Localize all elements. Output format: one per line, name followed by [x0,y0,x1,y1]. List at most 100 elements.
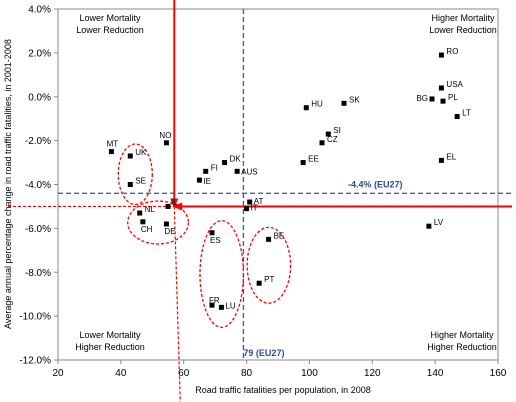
data-point-it [244,206,250,212]
data-point-ch [140,219,146,225]
highlight-ellipse [246,226,292,304]
data-point-label-bg: BG [416,94,428,103]
quadrant-label-bottom-right: Higher Reduction [427,342,497,352]
data-point-mt [108,149,114,155]
quadrant-label-top-right: Lower Reduction [429,25,497,35]
quadrant-label-bottom-left: Lower Mortality [79,330,141,340]
eu27-mean-horizontal-label: -4.4% (EU27) [348,179,403,189]
data-point-se [127,182,133,187]
data-point-fr [209,302,215,308]
target-vertical-extension [173,206,181,402]
data-point-sk [341,100,347,106]
data-point-label-aus: AUS [241,167,257,176]
data-point-si [325,131,331,137]
quadrant-label-top-left: Lower Mortality [79,13,141,23]
x-tick-label: 20 [52,368,64,379]
data-point-es [209,230,215,236]
data-point-label-si: SI [333,126,341,135]
data-point-label-be: BE [274,231,285,240]
x-tick-label: 120 [364,368,381,379]
data-point-ro [438,52,444,58]
data-point-label-lv: LV [434,218,444,227]
data-point-aus [234,168,240,174]
data-point-label-no: NO [159,131,171,140]
target-horizontal-arrow [172,202,183,211]
data-point-label-ro: RO [446,47,458,56]
data-point-usa [438,85,444,91]
reference-lines: -4.4% (EU27) 79 (EU27) [8,0,512,402]
quadrant-label-top-left: Lower Reduction [76,25,144,35]
y-tick-label: 2.0% [28,48,51,59]
data-point-label-sk: SK [349,95,360,104]
data-point-lt [454,113,460,119]
data-point-label-hu: HU [311,100,323,109]
eu27-mean-vertical-label: 79 (EU27) [243,348,284,358]
data-point-dk [222,160,228,166]
data-point-hu [303,105,309,111]
data-point-label-ie: IE [203,177,211,186]
data-point-label-fr: FR [209,296,220,305]
y-tick-label: -8.0% [25,268,51,279]
quadrant-labels: Lower Mortality Lower Reduction Higher Mor… [75,13,497,352]
data-point-label-il: IL [171,197,178,206]
data-point-label-fi: FI [211,163,218,172]
data-point-cz [319,140,325,146]
data-point-pl [440,98,446,104]
data-point-ee [300,160,306,166]
data-point-il [165,203,171,209]
data-point-at [247,199,253,205]
data-point-label-it: IT [251,204,258,213]
data-point-label-el: EL [446,152,456,161]
data-point-label-dk: DK [230,155,242,164]
data-point-label-de: DE [164,227,175,236]
data-point-lv [426,223,432,229]
data-point-label-mt: MT [107,140,119,149]
data-point-label-es: ES [210,236,221,245]
data-point-ie [196,177,202,183]
data-point-label-lu: LU [225,301,235,310]
data-point-label-ch: CH [141,225,153,234]
y-tick-label: 4.0% [28,5,51,16]
data-point-lu [218,304,224,310]
quadrant-label-bottom-right: Higher Mortality [430,330,494,340]
highlight-ellipse [117,143,153,206]
data-point-de [163,221,169,227]
data-point-label-lt: LT [462,108,471,117]
plot-frame [57,8,499,361]
x-tick-label: 140 [427,368,444,379]
y-tick-label: -10.0% [19,312,51,323]
data-point-label-se: SE [135,177,146,186]
target-vertical-arrow [170,198,179,209]
quadrant-label-top-right: Higher Mortality [431,13,495,23]
axis-ticks: 20 40 60 80 100 120 140 160 4.0% 2.0% 0.0% -2.0% -4.… [19,5,506,380]
data-point-label-at: AT [254,197,264,206]
x-tick-label: 40 [115,368,127,379]
data-point-label-pl: PL [448,93,458,102]
data-point-label-nl: NL [145,205,156,214]
data-point-fi [203,168,209,174]
data-point-label-cz: CZ [327,135,338,144]
y-tick-label: -4.0% [25,180,51,191]
data-point-label-pt: PT [264,275,274,284]
y-tick-label: -2.0% [25,136,51,147]
data-point-no [163,140,169,146]
x-axis-title: Road traffic fatalities per population, … [195,385,370,395]
data-point-pt [256,280,262,286]
y-tick-label: -12.0% [19,356,51,367]
data-point-nl [137,210,143,216]
data-point-be [266,236,272,242]
plot-area [57,8,499,361]
y-tick-label: -6.0% [25,224,51,235]
x-tick-label: 80 [241,368,253,379]
x-tick-label: 100 [301,368,318,379]
data-point-uk [127,153,133,159]
y-axis-title: Average annual percentage change in road… [3,39,13,329]
x-tick-label: 160 [490,368,507,379]
x-tick-label: 60 [178,368,190,379]
data-point-el [438,157,444,163]
highlight-circles [117,143,292,328]
highlight-ellipse [127,200,190,245]
data-point-bg [429,96,435,102]
